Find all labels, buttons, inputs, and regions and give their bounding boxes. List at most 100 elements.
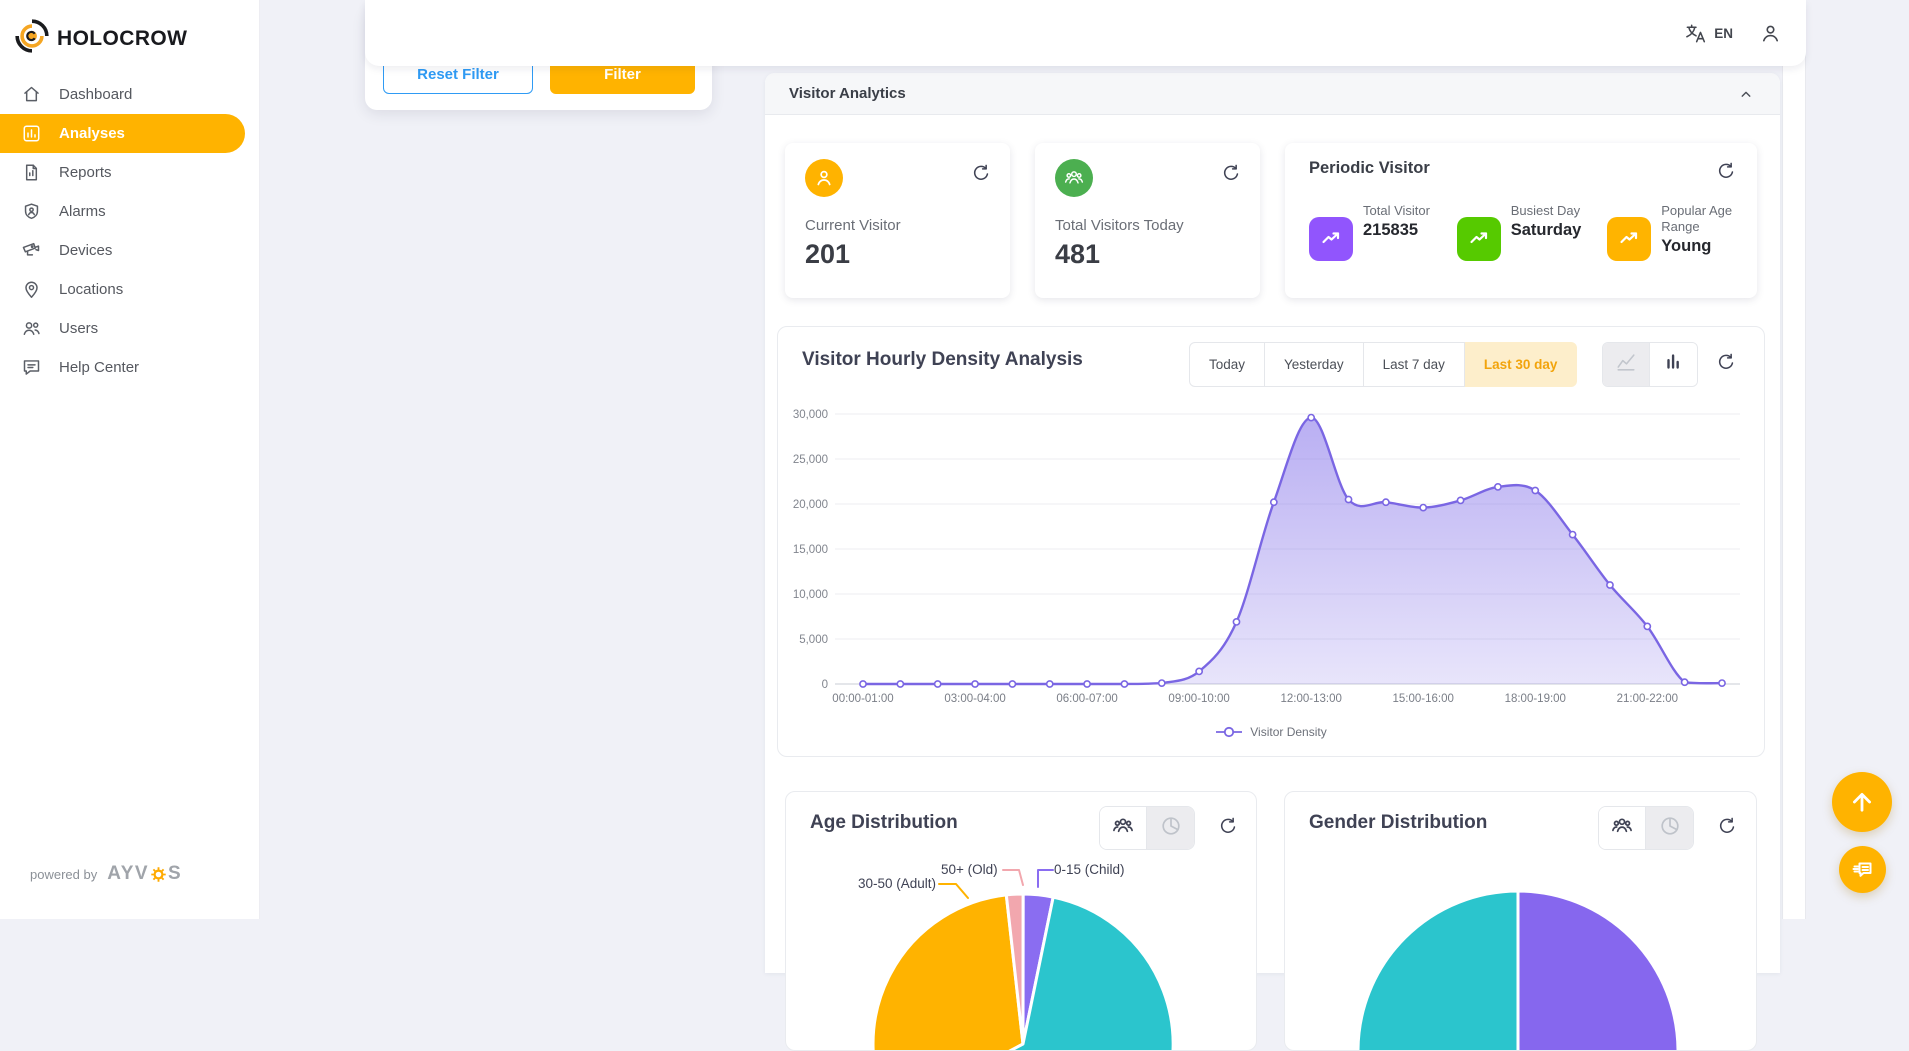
sidebar-item-users[interactable]: Users: [0, 309, 259, 348]
periodic-title: Periodic Visitor: [1309, 159, 1430, 178]
people-icon: [1111, 814, 1135, 843]
refresh-icon[interactable]: [1715, 161, 1737, 183]
sidebar-item-label: Reports: [59, 164, 112, 181]
sidebar-item-help-center[interactable]: Help Center: [0, 348, 259, 387]
powered-by-label: powered by: [30, 867, 97, 882]
arrow-up-icon: [1848, 788, 1876, 816]
svg-text:18:00-19:00: 18:00-19:00: [1505, 693, 1566, 705]
age-distribution-card: Age Distribution 30-50 (Adult)50+ (Old)0…: [785, 791, 1257, 1051]
pie-callout-label: 0-15 (Child): [1054, 862, 1125, 877]
visitor-density-area-chart: 05,00010,00015,00020,00025,00030,00000:0…: [778, 399, 1766, 719]
sidebar-item-locations[interactable]: Locations: [0, 270, 259, 309]
refresh-icon[interactable]: [970, 163, 992, 185]
age-distribution-title: Age Distribution: [810, 812, 958, 834]
users-icon: [21, 318, 42, 339]
range-tab-last-7-day[interactable]: Last 7 day: [1364, 342, 1465, 387]
range-tab-last-30-day[interactable]: Last 30 day: [1465, 342, 1578, 387]
range-tab-today[interactable]: Today: [1189, 342, 1265, 387]
svg-text:00:00-01:00: 00:00-01:00: [832, 693, 893, 705]
trend-up-icon: [1457, 217, 1501, 261]
visitor-analytics-panel: Visitor Analytics Current Visitor 201 To…: [765, 73, 1780, 973]
hourly-density-card: Visitor Hourly Density Analysis TodayYes…: [777, 326, 1765, 757]
pie-view-toggle[interactable]: [1147, 807, 1194, 849]
refresh-icon[interactable]: [1217, 816, 1239, 838]
range-tab-yesterday[interactable]: Yesterday: [1265, 342, 1364, 387]
pie-callout-label: 50+ (Old): [941, 862, 998, 877]
sidebar-item-analyses[interactable]: Analyses: [0, 114, 245, 153]
sidebar-item-devices[interactable]: Devices: [0, 231, 259, 270]
group-icon: [1055, 159, 1093, 197]
periodic-value: Young: [1661, 237, 1739, 256]
gear-icon: [150, 866, 167, 883]
brand-logo: HOLOCROW: [0, 0, 259, 59]
file-report-icon: [21, 162, 42, 183]
pie-slice: [1358, 891, 1518, 1051]
svg-text:10,000: 10,000: [793, 589, 828, 601]
sidebar-item-label: Dashboard: [59, 86, 132, 103]
sidebar-item-dashboard[interactable]: Dashboard: [0, 75, 259, 114]
line-chart-toggle[interactable]: [1603, 343, 1650, 386]
svg-text:03:00-04:00: 03:00-04:00: [944, 693, 1005, 705]
svg-text:30,000: 30,000: [793, 409, 828, 421]
bar-chart-icon: [1663, 351, 1685, 378]
people-view-toggle[interactable]: [1100, 807, 1147, 849]
refresh-icon[interactable]: [1220, 163, 1242, 185]
svg-text:15:00-16:00: 15:00-16:00: [1393, 693, 1454, 705]
sidebar-item-label: Locations: [59, 281, 123, 298]
cctv-camera-icon: [21, 240, 42, 261]
shield-person-icon: [21, 201, 42, 222]
map-pin-icon: [21, 279, 42, 300]
visitor-analytics-header: Visitor Analytics: [765, 73, 1780, 115]
user-account-icon[interactable]: [1759, 22, 1782, 45]
ayvos-logo: AYVS: [107, 863, 182, 885]
svg-text:5,000: 5,000: [799, 634, 828, 646]
stat-value: 481: [1055, 239, 1100, 270]
total-visitors-today-card: Total Visitors Today 481: [1035, 143, 1260, 298]
periodic-items: Total Visitor215835Busiest DaySaturdayPo…: [1309, 203, 1739, 261]
pie-chart-icon: [1159, 814, 1183, 843]
language-selector[interactable]: EN: [1714, 26, 1733, 41]
stat-value: 201: [805, 239, 850, 270]
bar-chart-toggle[interactable]: [1650, 343, 1697, 386]
stat-label: Total Visitors Today: [1055, 217, 1184, 234]
refresh-icon[interactable]: [1715, 352, 1737, 374]
powered-by: powered by AYVS: [30, 863, 182, 885]
scrollbar-gutter[interactable]: [1782, 0, 1806, 919]
sidebar-item-label: Help Center: [59, 359, 139, 376]
sidebar-nav: Dashboard Analyses Reports AlarmsDevices Loc…: [0, 75, 259, 387]
refresh-icon[interactable]: [1716, 816, 1738, 838]
people-view-toggle[interactable]: [1599, 807, 1646, 849]
collapse-chevron-up-icon[interactable]: [1736, 84, 1756, 104]
chart-type-toggle: [1602, 342, 1698, 387]
sidebar-item-reports[interactable]: Reports: [0, 153, 259, 192]
gender-distribution-title: Gender Distribution: [1309, 812, 1487, 834]
ayvos-letters: S: [168, 863, 182, 885]
periodic-item: Popular Age RangeYoung: [1607, 203, 1739, 261]
chat-help-icon: [21, 357, 42, 378]
topbar: EN: [365, 0, 1806, 66]
pie-callout-line: [939, 884, 968, 898]
svg-text:21:00-22:00: 21:00-22:00: [1617, 693, 1678, 705]
feedback-chat-button[interactable]: [1839, 846, 1886, 893]
chart-legend: Visitor Density: [778, 725, 1764, 739]
svg-text:20,000: 20,000: [793, 499, 828, 511]
periodic-label: Busiest Day: [1511, 203, 1582, 219]
gender-distribution-pie: [1285, 852, 1757, 1051]
scroll-to-top-button[interactable]: [1832, 772, 1892, 832]
holocrow-logo-icon: [14, 18, 50, 59]
brand-name: HOLOCROW: [57, 27, 187, 51]
pie-view-toggle[interactable]: [1646, 807, 1693, 849]
pie-slice: [873, 895, 1023, 1051]
periodic-value: Saturday: [1511, 221, 1582, 240]
sidebar-item-label: Users: [59, 320, 98, 337]
trend-up-icon: [1309, 217, 1353, 261]
gender-distribution-card: Gender Distribution: [1284, 791, 1757, 1051]
pie-callout-line: [1003, 870, 1023, 885]
range-tabs: TodayYesterdayLast 7 dayLast 30 day: [1189, 342, 1577, 387]
svg-text:25,000: 25,000: [793, 454, 828, 466]
age-view-toggle: [1099, 806, 1195, 850]
legend-label: Visitor Density: [1250, 725, 1326, 739]
chart-title: Visitor Hourly Density Analysis: [802, 349, 1083, 371]
translate-icon[interactable]: [1684, 22, 1707, 45]
sidebar-item-alarms[interactable]: Alarms: [0, 192, 259, 231]
